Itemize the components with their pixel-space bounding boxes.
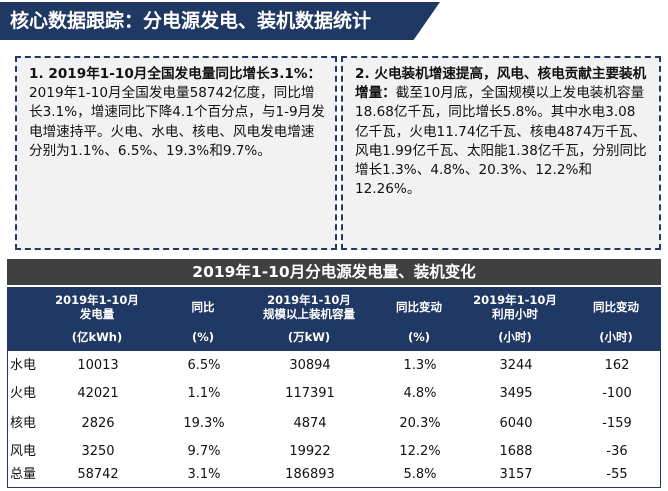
header-line: 2019年1-10月 (55, 293, 139, 307)
table-row: 风电 3250 9.7% 19922 12.2% 1688 -36 (8, 442, 660, 462)
table-cell: 12.2% (399, 444, 441, 459)
table-cell: 9.7% (187, 444, 221, 459)
header-generation: 2019年1-10月 发电量 (亿kWh) (27, 287, 167, 351)
table-title: 2019年1-10月分电源发电量、装机变化 (7, 259, 661, 285)
table-cell: 3250 (81, 444, 115, 459)
header-line: 同比 (191, 300, 215, 314)
table-cell: -55 (606, 467, 628, 482)
table-cell: 19.3% (183, 416, 225, 431)
header-line: 同比变动 (396, 300, 442, 314)
header-line: 同比变动 (593, 300, 639, 314)
table-row: 水电 10013 6.5% 30894 1.3% 3244 162 (8, 356, 660, 376)
table-header: 2019年1-10月 发电量 (亿kWh) 同比 (%) 2019年1-10月 … (7, 287, 661, 351)
header-unit: (亿kWh) (71, 330, 123, 344)
header-line: 2019年1-10月 (267, 293, 351, 307)
header-line: 规模以上装机容量 (263, 307, 355, 321)
card-heading: 1. 2019年1-10月全国发电量同比增长3.1%： (29, 66, 322, 82)
header-line: 发电量 (79, 307, 115, 321)
row-label: 核电 (10, 416, 37, 431)
table-cell: 117391 (285, 386, 335, 401)
table-cell: 5.8% (403, 467, 437, 482)
table-body: 水电 10013 6.5% 30894 1.3% 3244 162 火电 420… (7, 351, 661, 488)
row-label: 风电 (10, 444, 37, 459)
table-cell: 4874 (293, 416, 327, 431)
row-label: 水电 (10, 358, 37, 373)
table-row: 总量 58742 3.1% 186893 5.8% 3157 -55 (8, 465, 660, 485)
table-cell: 3244 (499, 358, 533, 373)
row-label: 火电 (10, 386, 37, 401)
table-cell: 162 (604, 358, 630, 373)
table-cell: 3495 (499, 386, 533, 401)
page-title: 核心数据跟踪：分电源发电、装机数据统计 (0, 2, 440, 40)
table-row: 火电 42021 1.1% 117391 4.8% 3495 -100 (8, 384, 660, 404)
table-cell: 3.1% (187, 467, 221, 482)
header-generation-yoy: 同比 (%) (167, 287, 239, 351)
table-cell: 20.3% (399, 416, 441, 431)
table-cell: 186893 (285, 467, 335, 482)
table-cell: 3157 (499, 467, 533, 482)
header-capacity: 2019年1-10月 规模以上装机容量 (万kW) (239, 287, 379, 351)
table-cell: 1.3% (403, 358, 437, 373)
header-capacity-yoy: 同比变动 (%) (379, 287, 459, 351)
header-line: 利用小时 (492, 307, 538, 321)
table-cell: 4.8% (403, 386, 437, 401)
table-cell: 58742 (77, 467, 119, 482)
card-body: 截至10月底，全国规模以上发电装机容量18.68亿千瓦，同比增长5.8%。其中水… (355, 85, 647, 198)
table-cell: 2826 (81, 416, 115, 431)
header-hours-yoy: 同比变动 (小时) (571, 287, 661, 351)
table-row: 核电 2826 19.3% 4874 20.3% 6040 -159 (8, 414, 660, 434)
header-unit: (小时) (498, 330, 532, 344)
table-cell: 6.5% (187, 358, 221, 373)
card-body: 2019年1-10月全国发电量58742亿度，同比增长3.1%，增速同比下降4.… (29, 85, 325, 159)
table-cell: 1688 (499, 444, 533, 459)
table-cell: 42021 (77, 386, 119, 401)
header-unit: (%) (191, 330, 215, 344)
summary-card-capacity: 2. 火电装机增速提高，风电、核电贡献主要装机增量：截至10月底，全国规模以上发… (341, 56, 661, 250)
table-cell: 6040 (499, 416, 533, 431)
table-cell: -159 (602, 416, 632, 431)
row-label: 总量 (10, 467, 37, 482)
card-heading: 2. 火电装机增速提高，风电、核电贡献主要装机增量： (355, 66, 647, 102)
table-cell: -100 (602, 386, 632, 401)
header-hours: 2019年1-10月 利用小时 (小时) (459, 287, 571, 351)
header-unit: (%) (407, 330, 431, 344)
table-cell: 19922 (289, 444, 331, 459)
summary-card-generation: 1. 2019年1-10月全国发电量同比增长3.1%： 2019年1-10月全国发… (15, 56, 337, 250)
table-cell: 30894 (289, 358, 331, 373)
table-cell: 1.1% (187, 386, 221, 401)
header-line: 2019年1-10月 (473, 293, 557, 307)
header-unit: (万kW) (287, 330, 331, 344)
table-cell: 10013 (77, 358, 119, 373)
table-cell: -36 (606, 444, 628, 459)
header-unit: (小时) (599, 330, 633, 344)
